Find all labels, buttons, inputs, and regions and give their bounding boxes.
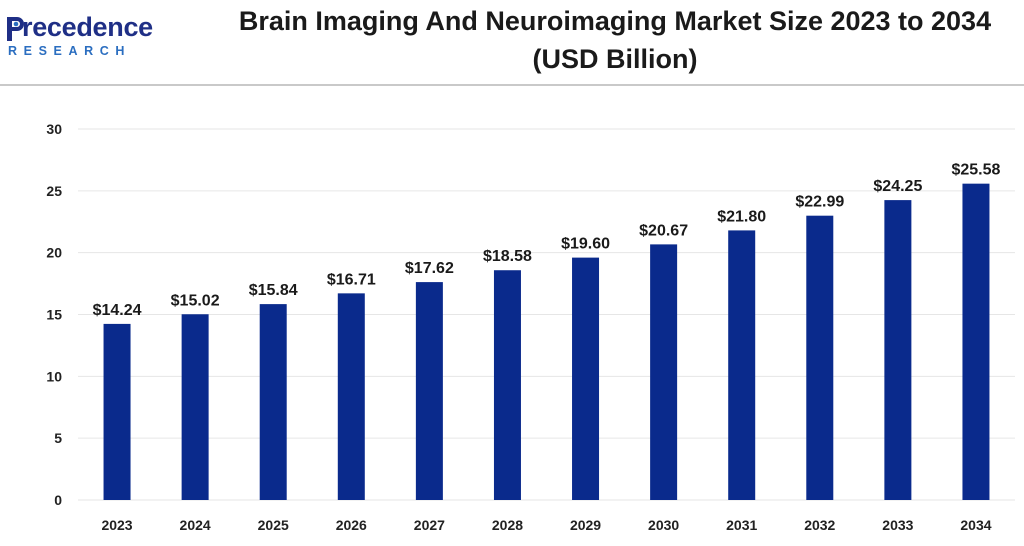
y-tick-label: 20 (46, 245, 62, 261)
data-label-2034: $25.58 (951, 162, 1000, 179)
y-tick-label: 25 (46, 183, 62, 199)
x-tick-label: 2026 (336, 517, 367, 533)
x-tick-label: 2034 (960, 517, 991, 533)
data-label-2024: $15.02 (171, 292, 220, 309)
chart-title: Brain Imaging And Neuroimaging Market Si… (238, 6, 992, 74)
x-tick-label: 2024 (180, 517, 211, 533)
y-tick-label: 30 (46, 121, 62, 137)
x-tick-label: 2029 (570, 517, 601, 533)
data-label-2025: $15.84 (249, 282, 298, 299)
header: recedence RESEARCH Brain Imaging And Neu… (0, 0, 1024, 86)
x-tick-label: 2025 (258, 517, 289, 533)
y-tick-label: 10 (46, 368, 62, 384)
logo-brand-name: recedence (22, 12, 153, 42)
bar-2023 (103, 323, 131, 500)
x-tick-label: 2032 (804, 517, 835, 533)
x-tick-label: 2031 (726, 517, 757, 533)
bar-2033 (884, 200, 912, 500)
bar-2029 (572, 257, 600, 500)
bar-2028 (493, 270, 521, 500)
data-label-2031: $21.80 (717, 208, 766, 225)
data-label-2029: $19.60 (561, 236, 610, 253)
data-label-2033: $24.25 (873, 178, 922, 195)
data-label-2023: $14.24 (93, 302, 142, 319)
bar-2025 (259, 304, 287, 500)
logo-brand-sub: RESEARCH (8, 44, 131, 58)
bars (103, 183, 990, 500)
data-label-2030: $20.67 (639, 222, 688, 239)
bar-2032 (806, 215, 834, 500)
y-axis-ticks: 0 5 10 15 20 25 30 (46, 121, 62, 508)
bar-2024 (181, 314, 209, 500)
bar-2027 (415, 282, 443, 500)
data-label-2026: $16.71 (327, 271, 376, 288)
gridlines (78, 128, 1015, 501)
data-labels: $14.24 $15.02 $15.84 $16.71 $17.62 $18.58 $19.… (93, 162, 1001, 319)
y-tick-label: 15 (46, 307, 62, 323)
y-tick-label: 5 (54, 430, 62, 446)
y-tick-label: 0 (54, 492, 62, 508)
x-axis-ticks: 2023 2024 2025 2026 2027 2028 2029 2030 2031 2032… (101, 517, 991, 533)
x-tick-label: 2027 (414, 517, 445, 533)
data-label-2028: $18.58 (483, 248, 532, 265)
bar-2034 (962, 183, 990, 500)
x-tick-label: 2023 (101, 517, 132, 533)
data-label-2032: $22.99 (795, 194, 844, 211)
bar-2031 (728, 230, 756, 500)
x-tick-label: 2028 (492, 517, 523, 533)
x-tick-label: 2033 (882, 517, 913, 533)
x-tick-label: 2030 (648, 517, 679, 533)
precedence-research-logo[interactable]: recedence RESEARCH (6, 10, 176, 66)
bar-2030 (650, 244, 678, 500)
bar-2026 (337, 293, 365, 500)
logo-mark-icon (7, 17, 24, 41)
data-label-2027: $17.62 (405, 260, 454, 277)
